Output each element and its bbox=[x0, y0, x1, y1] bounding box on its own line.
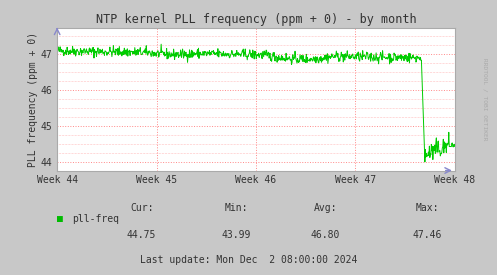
Text: 47.46: 47.46 bbox=[413, 230, 442, 240]
Text: Cur:: Cur: bbox=[130, 203, 154, 213]
Text: Max:: Max: bbox=[415, 203, 439, 213]
Text: 44.75: 44.75 bbox=[127, 230, 157, 240]
Title: NTP kernel PLL frequency (ppm + 0) - by month: NTP kernel PLL frequency (ppm + 0) - by … bbox=[95, 13, 416, 26]
Text: 43.99: 43.99 bbox=[221, 230, 251, 240]
Text: 46.80: 46.80 bbox=[311, 230, 340, 240]
Text: Min:: Min: bbox=[224, 203, 248, 213]
Text: Avg:: Avg: bbox=[314, 203, 337, 213]
Text: ■: ■ bbox=[57, 214, 63, 224]
Text: RRDTOOL / TOBI OETIKER: RRDTOOL / TOBI OETIKER bbox=[482, 58, 487, 140]
Y-axis label: PLL frequency (ppm + 0): PLL frequency (ppm + 0) bbox=[28, 31, 38, 167]
Text: Last update: Mon Dec  2 08:00:00 2024: Last update: Mon Dec 2 08:00:00 2024 bbox=[140, 255, 357, 265]
Text: pll-freq: pll-freq bbox=[72, 214, 119, 224]
